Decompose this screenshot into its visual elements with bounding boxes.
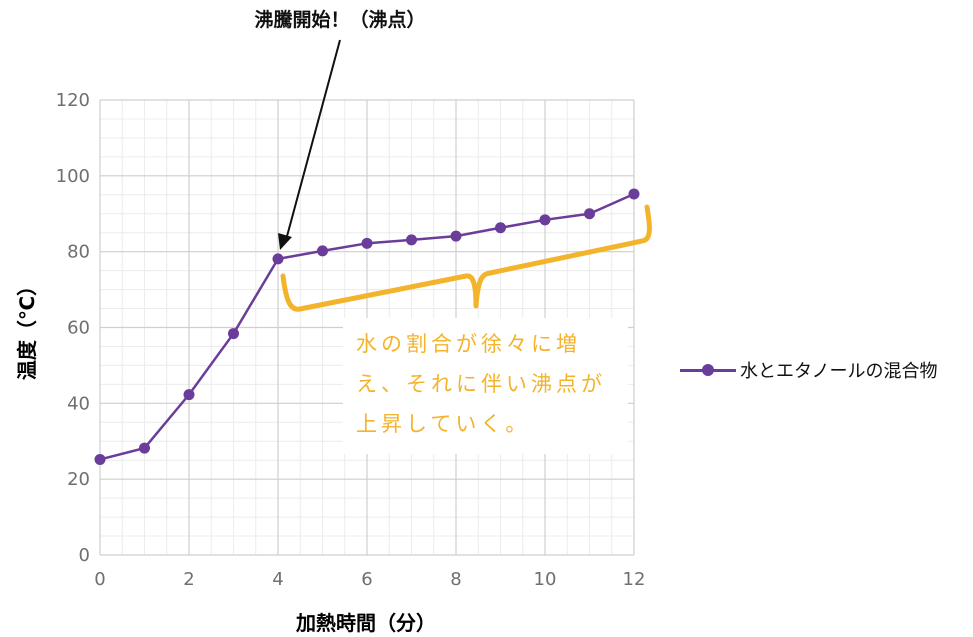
data-point bbox=[495, 222, 506, 234]
x-tick-label: 10 bbox=[534, 569, 557, 590]
note-line: 水の割合が徐々に増 bbox=[356, 332, 581, 356]
series-line-group bbox=[94, 188, 640, 465]
boiling-annotation: 沸騰開始！（沸点） bbox=[254, 8, 425, 31]
data-point bbox=[539, 214, 551, 226]
data-point bbox=[139, 442, 150, 454]
data-point bbox=[450, 230, 462, 242]
note-box bbox=[343, 318, 628, 454]
y-axis-ticks: 0 20 40 60 80 100 120 bbox=[56, 90, 90, 566]
y-tick-label: 120 bbox=[56, 90, 90, 111]
data-point bbox=[228, 328, 239, 340]
legend: 水とエタノールの混合物 bbox=[680, 358, 937, 382]
y-axis-title: 温度（℃） bbox=[15, 276, 39, 380]
y-tick-label: 60 bbox=[67, 318, 90, 339]
y-tick-label: 40 bbox=[67, 393, 90, 414]
brace-bracket bbox=[280, 204, 652, 312]
data-point bbox=[317, 245, 328, 257]
note-line: 上昇していく。 bbox=[356, 412, 531, 436]
note-line: え、それに伴い沸点が bbox=[356, 372, 606, 396]
legend-label: 水とエタノールの混合物 bbox=[740, 361, 938, 382]
x-tick-label: 0 bbox=[94, 569, 105, 590]
boiling-arrow-head bbox=[278, 233, 292, 250]
data-point bbox=[183, 389, 195, 401]
x-tick-label: 6 bbox=[361, 569, 372, 590]
y-tick-label: 0 bbox=[79, 545, 90, 566]
legend-swatch bbox=[680, 358, 736, 382]
x-axis-ticks: 0 2 4 6 8 10 12 bbox=[94, 569, 645, 590]
data-point bbox=[94, 453, 106, 465]
data-point bbox=[628, 188, 640, 200]
note-text: 水の割合が徐々に増 え、それに伴い沸点が 上昇していく。 bbox=[356, 324, 626, 444]
x-tick-label: 2 bbox=[183, 569, 194, 590]
data-point bbox=[584, 208, 595, 220]
y-tick-label: 100 bbox=[56, 166, 90, 187]
x-tick-label: 12 bbox=[623, 569, 646, 590]
data-point bbox=[272, 253, 284, 265]
legend-marker bbox=[702, 364, 714, 376]
y-tick-label: 20 bbox=[67, 469, 90, 490]
y-tick-label: 80 bbox=[67, 242, 90, 263]
x-axis-title: 加熱時間（分） bbox=[295, 611, 436, 635]
x-tick-label: 4 bbox=[272, 569, 283, 590]
data-point bbox=[361, 237, 373, 249]
x-tick-label: 8 bbox=[450, 569, 461, 590]
data-point bbox=[406, 234, 417, 246]
boiling-arrow-shaft bbox=[285, 39, 341, 241]
